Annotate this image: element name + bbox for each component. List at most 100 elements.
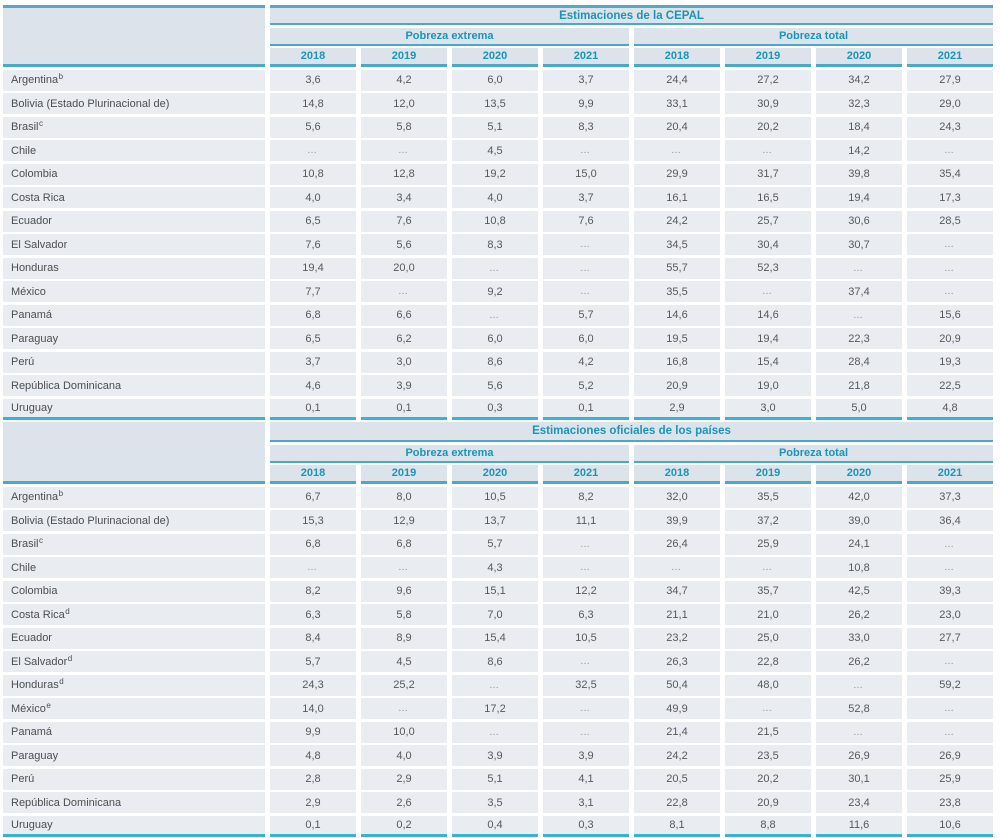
value-cell: 42,0	[816, 486, 902, 508]
value-cell: 34,2	[816, 69, 902, 91]
country-cell: Argentina b	[3, 69, 265, 91]
value-cell: …	[543, 698, 629, 719]
country-name: Perú	[11, 773, 35, 785]
value-cell: 21,1	[634, 604, 720, 625]
value-cell: 4,0	[270, 187, 356, 208]
value-cell: 10,8	[270, 163, 356, 185]
country-cell: Ecuador	[3, 627, 265, 649]
country-name: Colombia	[11, 168, 58, 180]
value-cell: 55,7	[634, 257, 720, 279]
country-cell: Costa Rica d	[3, 604, 265, 625]
value-cell: 28,4	[816, 351, 902, 373]
value-cell: 15,3	[270, 510, 356, 531]
value-cell: 37,3	[907, 486, 993, 508]
country-column-header	[3, 422, 265, 484]
country-name: México	[11, 702, 46, 715]
value-cell: 14,6	[634, 304, 720, 326]
year-header: 2020	[816, 465, 902, 484]
country-name: Bolivia (Estado Plurinacional de)	[11, 514, 170, 527]
value-cell: 52,3	[725, 257, 811, 279]
value-cell: 4,5	[452, 140, 538, 161]
value-cell: 25,7	[725, 210, 811, 232]
value-cell: 4,2	[543, 351, 629, 373]
country-cell: Perú	[3, 351, 265, 373]
country-name: Costa Rica	[11, 191, 65, 204]
value-cell: …	[907, 281, 993, 302]
value-cell: 21,5	[725, 721, 811, 743]
value-cell: 8,1	[634, 815, 720, 837]
value-cell: 22,3	[816, 328, 902, 349]
value-cell: 3,7	[543, 187, 629, 208]
value-cell: 36,4	[907, 510, 993, 531]
value-cell: 2,9	[361, 768, 447, 790]
value-cell: …	[452, 257, 538, 279]
value-cell: 23,0	[907, 604, 993, 625]
value-cell: 20,5	[634, 768, 720, 790]
value-cell: 23,8	[907, 792, 993, 813]
country-cell: México e	[3, 698, 265, 719]
value-cell: 14,2	[816, 140, 902, 161]
value-cell: 9,9	[543, 93, 629, 114]
value-cell: 42,5	[816, 580, 902, 602]
value-cell: 5,7	[543, 304, 629, 326]
value-cell: 20,0	[361, 257, 447, 279]
value-cell: 4,0	[361, 745, 447, 766]
value-cell: 0,1	[361, 398, 447, 420]
country-cell: Brasil c	[3, 533, 265, 555]
value-cell: 14,8	[270, 93, 356, 114]
country-cell: Costa Rica	[3, 187, 265, 208]
value-cell: 5,6	[452, 375, 538, 396]
value-cell: 35,5	[634, 281, 720, 302]
value-cell: 15,0	[543, 163, 629, 185]
country-cell: Paraguay	[3, 328, 265, 349]
value-cell: 10,8	[816, 557, 902, 578]
country-cell: Argentina b	[3, 486, 265, 508]
value-cell: 18,4	[816, 116, 902, 138]
value-cell: 15,4	[725, 351, 811, 373]
value-cell: 20,2	[725, 116, 811, 138]
value-cell: 8,2	[543, 486, 629, 508]
year-header: 2019	[725, 465, 811, 484]
value-cell: 39,9	[634, 510, 720, 531]
value-cell: …	[907, 257, 993, 279]
value-cell: 35,7	[725, 580, 811, 602]
value-cell: 6,3	[270, 604, 356, 625]
value-cell: …	[543, 140, 629, 161]
value-cell: 15,1	[452, 580, 538, 602]
value-cell: 29,9	[634, 163, 720, 185]
value-cell: 19,2	[452, 163, 538, 185]
country-cell: Ecuador	[3, 210, 265, 232]
country-name: República Dominicana	[11, 796, 122, 809]
country-cell: Honduras	[3, 257, 265, 279]
value-cell: 24,3	[907, 116, 993, 138]
value-cell: 59,2	[907, 674, 993, 696]
country-name: Panamá	[11, 309, 52, 321]
value-cell: 6,0	[452, 328, 538, 349]
value-cell: 22,5	[907, 375, 993, 396]
value-cell: 16,5	[725, 187, 811, 208]
value-cell: 7,6	[543, 210, 629, 232]
value-cell: 10,0	[361, 721, 447, 743]
footnote-marker: d	[65, 606, 70, 616]
value-cell: …	[816, 257, 902, 279]
value-cell: 4,3	[452, 557, 538, 578]
year-header: 2021	[907, 48, 993, 67]
value-cell: 6,3	[543, 604, 629, 625]
value-cell: 27,9	[907, 69, 993, 91]
country-name: Brasil	[11, 121, 39, 133]
value-cell: 6,0	[543, 328, 629, 349]
value-cell: 5,1	[452, 768, 538, 790]
country-name: Argentina	[11, 74, 59, 86]
country-cell: Colombia	[3, 580, 265, 602]
value-cell: 8,6	[452, 651, 538, 672]
value-cell: 3,7	[543, 69, 629, 91]
value-cell: …	[907, 533, 993, 555]
value-cell: 6,8	[270, 304, 356, 326]
value-cell: 0,3	[543, 815, 629, 837]
value-cell: 26,9	[816, 745, 902, 766]
value-cell: …	[543, 257, 629, 279]
value-cell: 3,4	[361, 187, 447, 208]
value-cell: 52,8	[816, 698, 902, 719]
value-cell: 5,6	[270, 116, 356, 138]
value-cell: 9,6	[361, 580, 447, 602]
